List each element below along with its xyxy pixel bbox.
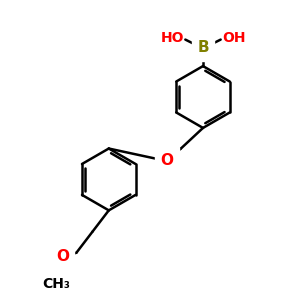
Text: CH₃: CH₃ <box>42 277 70 291</box>
Text: HO: HO <box>160 31 184 45</box>
Text: B: B <box>197 40 209 55</box>
Text: O: O <box>160 153 173 168</box>
Text: O: O <box>56 249 69 264</box>
Text: OH: OH <box>222 31 246 45</box>
